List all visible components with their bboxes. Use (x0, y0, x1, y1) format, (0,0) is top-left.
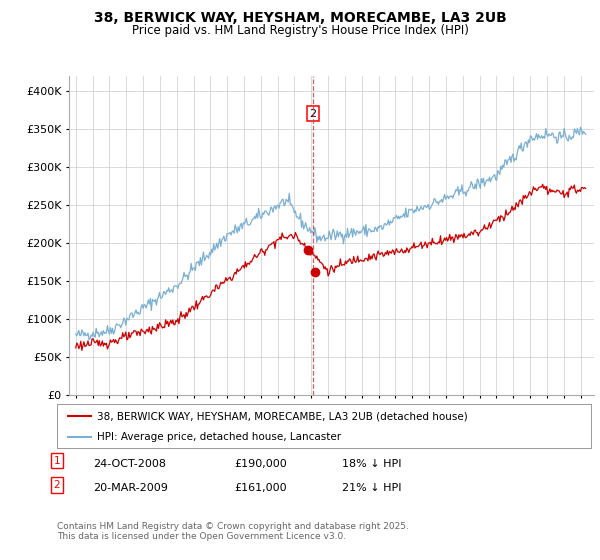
Text: HPI: Average price, detached house, Lancaster: HPI: Average price, detached house, Lanc… (97, 432, 341, 442)
Text: 24-OCT-2008: 24-OCT-2008 (93, 459, 166, 469)
Text: 20-MAR-2009: 20-MAR-2009 (93, 483, 168, 493)
Text: 1: 1 (53, 456, 61, 466)
Text: 38, BERWICK WAY, HEYSHAM, MORECAMBE, LA3 2UB (detached house): 38, BERWICK WAY, HEYSHAM, MORECAMBE, LA3… (97, 411, 468, 421)
Text: 38, BERWICK WAY, HEYSHAM, MORECAMBE, LA3 2UB: 38, BERWICK WAY, HEYSHAM, MORECAMBE, LA3… (94, 11, 506, 25)
Text: 21% ↓ HPI: 21% ↓ HPI (342, 483, 401, 493)
Text: Price paid vs. HM Land Registry's House Price Index (HPI): Price paid vs. HM Land Registry's House … (131, 24, 469, 37)
Text: Contains HM Land Registry data © Crown copyright and database right 2025.
This d: Contains HM Land Registry data © Crown c… (57, 522, 409, 542)
Text: £161,000: £161,000 (234, 483, 287, 493)
Text: 2: 2 (53, 480, 61, 490)
Text: 18% ↓ HPI: 18% ↓ HPI (342, 459, 401, 469)
Text: £190,000: £190,000 (234, 459, 287, 469)
Text: 2: 2 (310, 109, 317, 119)
